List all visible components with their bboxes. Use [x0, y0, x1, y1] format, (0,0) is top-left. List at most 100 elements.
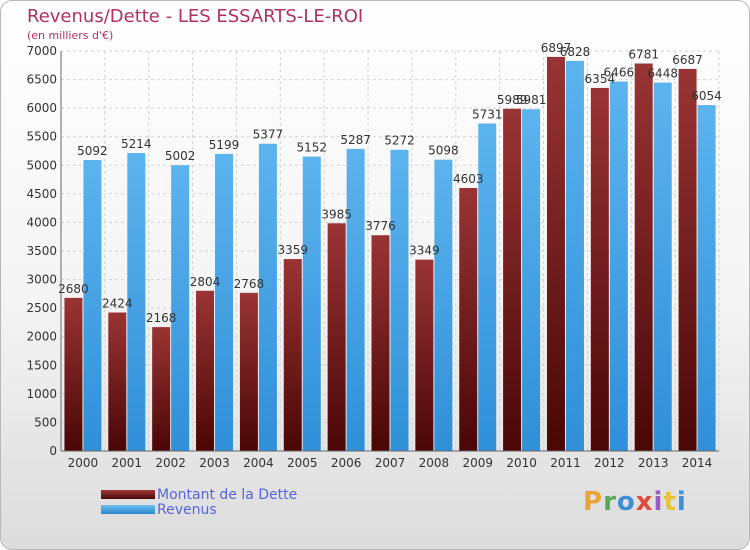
y-tick-label: 7000 — [26, 44, 57, 58]
x-tick-label: 2003 — [199, 456, 230, 470]
bars — [64, 56, 716, 452]
bar-dette — [590, 87, 609, 452]
y-tick-label: 500 — [34, 415, 57, 429]
bar-revenus — [697, 105, 716, 452]
y-tick-label: 3500 — [26, 244, 57, 258]
data-label: 5731 — [472, 108, 503, 122]
legend-swatch-revenus — [101, 505, 155, 514]
data-labels: 2680 5092 2424 5214 2168 5002 2804 5199 2768 5377… — [58, 41, 722, 325]
x-tick-label: 2011 — [550, 456, 581, 470]
bar-revenus — [565, 60, 584, 451]
y-tick-label: 2500 — [26, 301, 57, 315]
x-tick-label: 2010 — [506, 456, 537, 470]
data-label: 5287 — [340, 133, 371, 147]
y-tick-label: 5000 — [26, 158, 57, 172]
bar-dette — [415, 259, 434, 451]
data-label: 2804 — [190, 275, 221, 289]
data-label: 5002 — [165, 149, 196, 163]
bar-dette — [459, 187, 478, 451]
y-tick-label: 6000 — [26, 101, 57, 115]
bar-dette — [108, 312, 127, 451]
x-tick-label: 2014 — [682, 456, 713, 470]
data-label: 3349 — [409, 244, 440, 258]
data-label: 5098 — [428, 144, 459, 158]
y-tick-label: 4000 — [26, 215, 57, 229]
legend-swatch-dette — [101, 490, 155, 499]
bar-dette — [64, 297, 83, 451]
proxiti-logo: Proxiti — [583, 487, 687, 517]
data-label: 2168 — [146, 311, 177, 325]
data-label: 2768 — [234, 277, 265, 291]
data-label: 6466 — [604, 66, 635, 80]
logo-letter: P — [583, 487, 604, 517]
logo-letter: r — [603, 487, 617, 517]
x-tick-label: 2009 — [462, 456, 493, 470]
legend-label-dette: Montant de la Dette — [157, 487, 298, 503]
data-label: 2680 — [58, 282, 89, 296]
logo-letter: o — [616, 487, 636, 517]
bar-revenus — [653, 82, 672, 452]
bar-dette — [239, 292, 258, 451]
x-tick-label: 2005 — [287, 456, 318, 470]
x-tick-label: 2008 — [419, 456, 450, 470]
bar-revenus — [390, 149, 409, 451]
axes — [60, 51, 719, 452]
x-tick-label: 2013 — [638, 456, 669, 470]
bar-revenus — [127, 153, 146, 452]
y-axis-tick-labels: 0 500 1000 1500 2000 2500 3000 3500 4000 4500 5000… — [26, 44, 57, 458]
data-label: 5092 — [77, 144, 108, 158]
bar-dette — [678, 68, 697, 451]
x-tick-label: 2007 — [375, 456, 406, 470]
logo-letter: t — [663, 487, 677, 517]
bar-revenus — [522, 109, 541, 451]
logo-letter: i — [653, 487, 664, 517]
data-label: 5272 — [384, 134, 415, 148]
bar-dette — [283, 259, 302, 451]
data-label: 3776 — [365, 219, 396, 233]
x-tick-label: 2000 — [68, 456, 99, 470]
logo-letter: i — [676, 487, 687, 517]
data-label: 6828 — [560, 45, 591, 59]
bar-dette — [371, 235, 390, 451]
y-tick-label: 6500 — [26, 73, 57, 87]
y-tick-label: 2000 — [26, 330, 57, 344]
bar-dette — [152, 327, 171, 451]
chart-subtitle: (en milliers d'€) — [27, 29, 114, 42]
bar-dette — [546, 56, 565, 452]
data-label: 5152 — [296, 141, 327, 155]
bar-revenus — [215, 153, 234, 451]
bar-revenus — [302, 156, 321, 451]
y-tick-label: 3000 — [26, 273, 57, 287]
bar-revenus — [478, 123, 497, 451]
data-label: 5981 — [516, 93, 547, 107]
bar-revenus — [83, 160, 102, 451]
bar-revenus — [434, 159, 453, 451]
bar-dette — [503, 108, 522, 452]
data-label: 4603 — [453, 172, 484, 186]
data-label: 6897 — [541, 41, 572, 55]
bar-revenus — [171, 165, 190, 451]
data-label: 6687 — [672, 53, 703, 67]
x-tick-label: 2004 — [243, 456, 274, 470]
bar-revenus — [346, 148, 365, 451]
bar-dette — [327, 223, 346, 451]
y-tick-label: 1000 — [26, 387, 57, 401]
bar-dette — [196, 290, 215, 451]
data-label: 3985 — [321, 207, 352, 221]
bar-revenus — [258, 143, 277, 451]
data-label: 6054 — [691, 89, 722, 103]
x-tick-label: 2002 — [155, 456, 186, 470]
y-tick-label: 1500 — [26, 358, 57, 372]
data-label: 6354 — [585, 72, 616, 86]
data-label: 3359 — [277, 243, 308, 257]
y-tick-label: 5500 — [26, 130, 57, 144]
x-tick-label: 2012 — [594, 456, 625, 470]
legend-label-revenus: Revenus — [157, 502, 217, 518]
data-label: 6781 — [628, 48, 659, 62]
data-label: 6448 — [647, 67, 678, 81]
y-tick-label: 4500 — [26, 187, 57, 201]
data-label: 5214 — [121, 137, 152, 151]
bar-dette — [634, 63, 653, 452]
